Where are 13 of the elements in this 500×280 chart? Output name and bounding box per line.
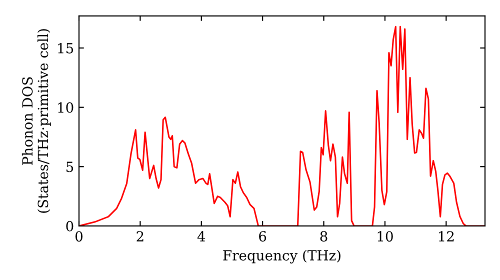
x-tick-label: 4 bbox=[197, 231, 206, 242]
y-tick-label: 5 bbox=[66, 162, 74, 172]
x-tick-label: 6 bbox=[259, 231, 266, 242]
y-tick-label: 0 bbox=[66, 220, 74, 232]
x-tick-label: 0 bbox=[75, 231, 82, 242]
x-axis-title: Frequency (THz) bbox=[223, 250, 340, 264]
x-tick-label: 10 bbox=[378, 231, 393, 242]
x-tick-label: 8 bbox=[320, 231, 328, 242]
y-tick-label: 10 bbox=[58, 102, 74, 113]
x-tick-label: 12 bbox=[439, 231, 454, 242]
y-tick-label: 15 bbox=[58, 42, 74, 54]
y-axis-title: Phonon DOS (States/THz·primitive cell) bbox=[22, 29, 51, 213]
x-tick-label: 2 bbox=[136, 231, 144, 242]
